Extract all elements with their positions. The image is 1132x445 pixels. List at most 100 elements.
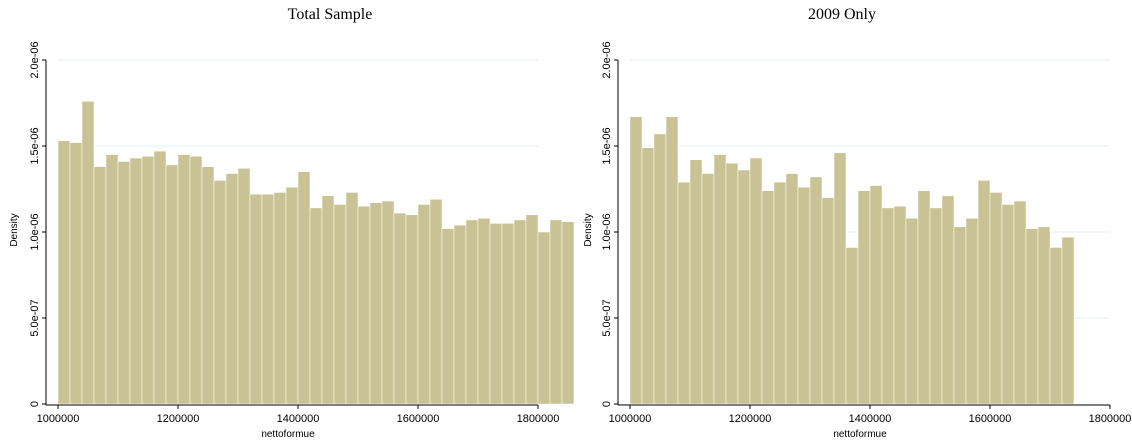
total-sample-bar bbox=[417, 204, 431, 405]
2009-only-x-tick-label: 1200000 bbox=[729, 413, 772, 425]
total-sample-bar bbox=[477, 217, 491, 405]
2009-only-bar bbox=[689, 159, 703, 405]
2009-only-bar bbox=[965, 217, 979, 405]
2009-only-bar bbox=[749, 157, 763, 405]
2009-only-bar bbox=[713, 154, 727, 405]
2009-only-bar bbox=[737, 169, 751, 405]
2009-only-bar bbox=[677, 181, 691, 405]
2009-only-bar bbox=[701, 173, 715, 405]
total-sample-bar bbox=[261, 193, 275, 405]
total-sample-x-tick-label: 1000000 bbox=[37, 413, 80, 425]
total-sample-bar bbox=[369, 202, 383, 405]
total-sample-x-tick-label: 1400000 bbox=[277, 413, 320, 425]
2009-only-bar bbox=[761, 190, 775, 405]
total-sample-bar bbox=[441, 228, 455, 405]
total-sample-bar bbox=[177, 154, 191, 405]
2009-only-x-tick-label: 1400000 bbox=[849, 413, 892, 425]
total-sample-bar bbox=[69, 142, 83, 405]
total-sample-bar bbox=[105, 154, 119, 405]
2009-only-bar bbox=[917, 190, 931, 405]
total-sample-bar bbox=[93, 166, 107, 405]
total-sample-y-axis-title: Density bbox=[9, 213, 20, 246]
total-sample-bar bbox=[381, 200, 395, 405]
total-sample-bar bbox=[81, 101, 95, 405]
total-sample-bar bbox=[513, 219, 527, 405]
2009-only-bar bbox=[833, 152, 847, 405]
total-sample-bar bbox=[465, 219, 479, 405]
total-sample-bar bbox=[213, 180, 227, 405]
2009-only-bar bbox=[1037, 226, 1051, 405]
total-sample-y-tick-label: 5.0e-07 bbox=[29, 299, 41, 336]
2009-only-x-axis-title: nettoformue bbox=[833, 429, 887, 440]
total-sample-bar bbox=[117, 161, 131, 405]
total-sample-bar bbox=[525, 214, 539, 405]
total-sample-bar bbox=[57, 140, 71, 405]
total-sample-bar bbox=[429, 199, 443, 405]
total-sample-bar bbox=[141, 156, 155, 405]
total-sample-bar bbox=[561, 221, 575, 405]
2009-only-bar bbox=[773, 181, 787, 405]
total-sample-bar bbox=[309, 207, 323, 405]
total-sample-bar bbox=[165, 164, 179, 405]
2009-only-bar bbox=[629, 116, 643, 405]
2009-only-y-tick-label: 5.0e-07 bbox=[601, 299, 613, 336]
2009-only-bar bbox=[989, 192, 1003, 405]
2009-only-bar bbox=[1049, 247, 1063, 405]
total-sample-bar bbox=[237, 168, 251, 405]
total-sample-bar bbox=[405, 214, 419, 405]
2009-only-bar bbox=[857, 190, 871, 405]
total-sample-bar bbox=[189, 156, 203, 405]
2009-only-bar bbox=[725, 162, 739, 405]
total-sample-y-tick-label: 1.5e-06 bbox=[29, 127, 41, 164]
2009-only-x-tick-label: 1000000 bbox=[609, 413, 652, 425]
2009-only-bar bbox=[869, 185, 883, 405]
total-sample-bar bbox=[453, 224, 467, 405]
total-sample-bar bbox=[489, 223, 503, 405]
2009-only-bar bbox=[1013, 200, 1027, 405]
total-sample-bar bbox=[537, 231, 551, 405]
chart-title-total-sample: Total Sample bbox=[287, 6, 373, 23]
2009-only-bar bbox=[797, 187, 811, 405]
total-sample-x-tick-label: 1200000 bbox=[157, 413, 200, 425]
2009-only-bar bbox=[941, 195, 955, 405]
total-sample-bar bbox=[357, 205, 371, 405]
2009-only-bar bbox=[1001, 204, 1015, 405]
2009-only-bar bbox=[929, 207, 943, 405]
total-sample-x-tick-label: 1800000 bbox=[517, 413, 560, 425]
total-sample-y-tick-label: 1.0e-06 bbox=[29, 213, 41, 250]
2009-only-bar bbox=[881, 207, 895, 405]
chart-title-2009-only: 2009 Only bbox=[808, 6, 876, 23]
2009-only-bar bbox=[953, 226, 967, 405]
2009-only-y-tick-label: 1.0e-06 bbox=[601, 213, 613, 250]
2009-only-bar bbox=[845, 247, 859, 405]
2009-only-y-tick-label: 1.5e-06 bbox=[601, 127, 613, 164]
2009-only-bar bbox=[1025, 228, 1039, 405]
total-sample-bar bbox=[285, 187, 299, 405]
total-sample-bar bbox=[225, 173, 239, 405]
total-sample-y-tick-label: 2.0e-06 bbox=[29, 41, 41, 78]
total-sample-x-axis-title: nettoformue bbox=[261, 429, 315, 440]
2009-only-y-tick-label: 0 bbox=[601, 401, 613, 407]
2009-only-bar bbox=[785, 173, 799, 405]
total-sample-bar bbox=[249, 193, 263, 405]
2009-only-bar bbox=[665, 116, 679, 405]
2009-only-x-tick-label: 1600000 bbox=[969, 413, 1012, 425]
2009-only-x-tick-label: 1800000 bbox=[1089, 413, 1132, 425]
total-sample-bar bbox=[129, 157, 143, 405]
2009-only-bar bbox=[653, 133, 667, 405]
total-sample-bar bbox=[273, 192, 287, 405]
total-sample-bar bbox=[153, 150, 167, 405]
2009-only-bar bbox=[905, 217, 919, 405]
total-sample-bar bbox=[333, 204, 347, 405]
total-sample-bar bbox=[297, 171, 311, 405]
2009-only-y-tick-label: 2.0e-06 bbox=[601, 41, 613, 78]
2009-only-bar bbox=[893, 205, 907, 405]
2009-only-bar bbox=[821, 197, 835, 405]
2009-only-bar bbox=[977, 180, 991, 405]
2009-only-bar bbox=[809, 176, 823, 405]
2009-only-y-axis-title: Density bbox=[583, 213, 594, 246]
2009-only-bar bbox=[1061, 236, 1075, 405]
2009-only-bar bbox=[641, 147, 655, 405]
total-sample-bar bbox=[501, 223, 515, 405]
